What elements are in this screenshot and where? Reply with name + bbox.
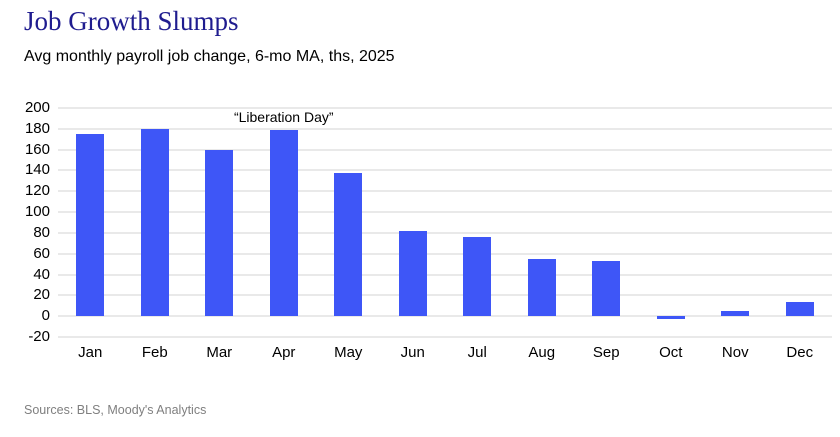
bar-dec [785,301,814,317]
bar-may [334,172,363,317]
y-tick-label: 0 [41,307,50,325]
x-axis: Jan Feb Mar Apr May Jun Jul Aug Sep Oct Nov Dec [58,344,832,361]
y-tick-label: 140 [24,161,50,179]
gridline [58,169,832,172]
y-tick-label: 20 [33,286,50,304]
bar-apr [269,129,298,317]
gridline [58,336,832,338]
y-tick-label: 100 [24,203,50,221]
y-tick-label: 200 [24,99,50,116]
plot-area: “Liberation Day” [58,107,832,338]
bar-aug [527,258,556,317]
x-tick-label: Aug [528,344,556,361]
x-tick-label: May [334,344,363,361]
y-tick-label: 120 [24,182,50,200]
bar-sep [592,261,621,317]
gridline [58,294,832,297]
chart-title: Job Growth Slumps [24,6,239,36]
gridline [58,127,832,130]
annotation-liberation-day: “Liberation Day” [233,109,334,125]
x-tick-label: Jan [78,344,103,361]
x-tick-label: Oct [659,344,683,361]
chart-subtitle: Avg monthly payroll job change, 6-mo MA,… [24,48,395,65]
bar-feb [140,128,169,317]
x-tick-label: Jun [400,344,425,361]
x-tick-label: Dec [786,344,814,361]
gridline [58,231,832,234]
y-tick-label: -20 [28,328,50,345]
x-tick-label: Nov [721,344,749,361]
gridline [58,315,832,318]
y-tick-label: 180 [24,119,50,137]
bar-jun [398,230,427,317]
y-tick-label: 80 [33,223,50,241]
bar-oct [656,316,685,320]
sources-note: Sources: BLS, Moody's Analytics [24,403,207,417]
gridline [58,211,832,214]
gridline [58,148,832,151]
gridline [58,252,832,255]
x-tick-label: Feb [141,344,168,361]
gridline [58,107,832,109]
x-tick-label: Apr [272,344,296,361]
y-tick-label: 40 [33,265,50,283]
bar-jul [463,237,492,317]
x-tick-label: Mar [206,344,233,361]
gridline [58,190,832,193]
x-tick-label: Sep [592,344,620,361]
bar-mar [205,149,234,317]
y-tick-label: 160 [24,140,50,158]
y-axis: 200 180 160 140 120 100 80 60 40 20 0 -20 [0,100,50,345]
y-tick-label: 60 [33,244,50,262]
x-tick-label: Jul [467,344,487,361]
bar-jan [76,134,105,317]
bar-nov [721,310,750,317]
gridline [58,273,832,276]
